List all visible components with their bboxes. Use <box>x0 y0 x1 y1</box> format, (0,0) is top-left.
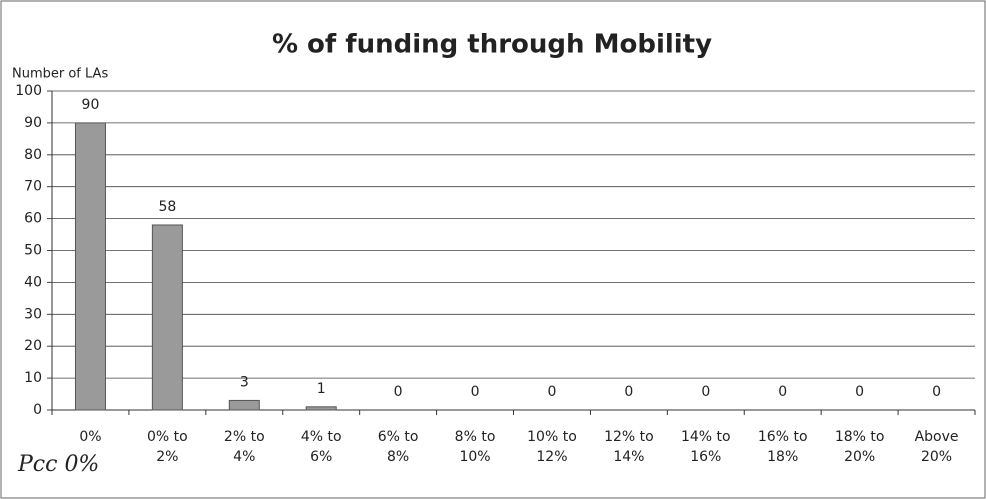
bar <box>151 224 183 411</box>
y-tick-label: 50 <box>24 243 42 259</box>
y-axis-label: Number of LAs <box>12 67 108 82</box>
y-tick-label: 60 <box>24 211 42 227</box>
y-tick-label: 70 <box>24 179 42 195</box>
y-tick-label: 100 <box>15 83 42 99</box>
value-label: 1 <box>317 381 326 397</box>
value-label: 0 <box>778 384 787 400</box>
x-tick-label: 10% to 12% <box>527 429 577 465</box>
x-tick-label: Above 20% <box>914 429 959 465</box>
x-tick-label: 8% to 10% <box>454 429 496 465</box>
y-tick-label: 80 <box>24 147 42 163</box>
value-label: 0 <box>701 384 710 400</box>
y-tick-label: 40 <box>24 274 42 290</box>
bar <box>228 399 260 411</box>
x-tick-label: 18% to 20% <box>834 429 885 465</box>
chart-title: % of funding through Mobility <box>272 30 712 60</box>
bar <box>74 122 106 411</box>
y-tick-label: 20 <box>24 338 42 354</box>
x-tick-label: 12% to 14% <box>604 429 654 465</box>
x-tick-label: 2% to 4% <box>223 429 265 465</box>
value-label: 0 <box>855 384 864 400</box>
x-tick-label: 0% <box>79 429 102 445</box>
y-tick-label: 30 <box>24 306 42 322</box>
bar <box>305 406 337 411</box>
value-label: 90 <box>82 97 100 113</box>
value-label: 3 <box>240 374 249 390</box>
value-label: 0 <box>471 384 480 400</box>
value-label: 0 <box>932 384 941 400</box>
x-tick-label: 0% to 2% <box>147 429 188 465</box>
x-tick-label: 16% to 18% <box>757 429 808 465</box>
annotation: Pcc 0% <box>17 452 99 477</box>
x-tick-label: 14% to 16% <box>680 429 731 465</box>
y-tick-label: 10 <box>24 370 42 386</box>
value-label: 0 <box>394 384 403 400</box>
x-tick-label: 6% to 8% <box>377 429 419 465</box>
y-tick-label: 90 <box>24 115 42 131</box>
x-tick-label: 4% to 6% <box>300 429 342 465</box>
value-label: 0 <box>547 384 556 400</box>
value-label: 58 <box>158 199 176 215</box>
value-label: 0 <box>624 384 633 400</box>
y-tick-label: 0 <box>33 402 42 418</box>
